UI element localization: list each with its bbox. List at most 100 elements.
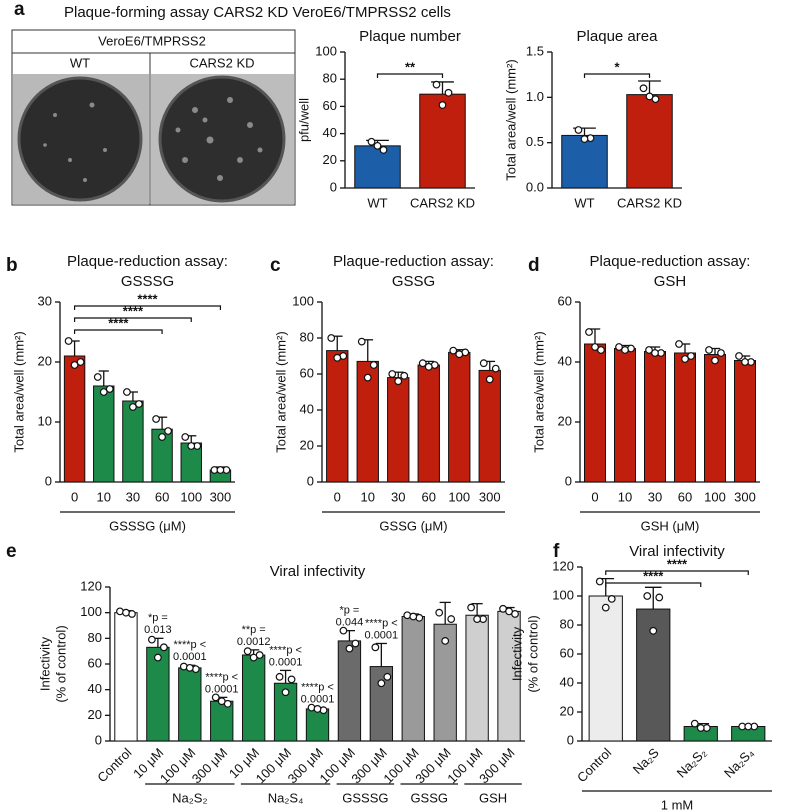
data-point bbox=[597, 346, 605, 354]
significance-bracket bbox=[583, 73, 651, 78]
data-point bbox=[105, 385, 114, 393]
data-point bbox=[601, 603, 610, 612]
chart-subtitle: GSH bbox=[654, 273, 687, 290]
data-point bbox=[373, 141, 382, 150]
data-point bbox=[249, 653, 258, 662]
annotation: 0.0001 bbox=[269, 656, 303, 668]
x-axis-label: 1 mM bbox=[661, 797, 694, 812]
data-point bbox=[479, 359, 488, 368]
group-label: Na₂S₄ bbox=[268, 790, 304, 805]
data-point bbox=[216, 466, 225, 474]
bar bbox=[122, 400, 144, 483]
y-tick-label: 20 bbox=[560, 703, 574, 718]
data-point bbox=[696, 724, 705, 732]
y-tick-label: 0 bbox=[567, 732, 574, 747]
data-point bbox=[181, 433, 190, 441]
data-point bbox=[409, 612, 418, 621]
y-tick-label: 20 bbox=[323, 152, 337, 167]
y-tick-label: 30 bbox=[38, 293, 52, 308]
y-tick-label: 60 bbox=[88, 655, 102, 670]
x-tick-label: CARS2 KD bbox=[617, 195, 682, 210]
chart-title: Viral infectivity bbox=[629, 543, 725, 560]
bar bbox=[114, 612, 138, 742]
data-point bbox=[122, 608, 130, 617]
bar bbox=[178, 667, 202, 742]
y-tick-label: 20 bbox=[300, 437, 314, 452]
annotation: **p = bbox=[242, 624, 266, 636]
x-tick-label: Na₂S bbox=[630, 745, 662, 777]
data-point bbox=[449, 346, 458, 355]
annotation: *p = bbox=[339, 605, 359, 617]
y-tick-label: 120 bbox=[552, 558, 574, 573]
significance-label: **** bbox=[108, 315, 129, 330]
group-label: GSH bbox=[479, 790, 507, 805]
bar bbox=[419, 93, 466, 189]
data-point bbox=[649, 626, 658, 635]
x-tick-label: 60 bbox=[678, 489, 692, 504]
x-tick-label: 300 bbox=[479, 489, 501, 504]
data-point bbox=[99, 388, 108, 396]
y-tick-label: 40 bbox=[323, 125, 337, 140]
data-point bbox=[281, 688, 290, 697]
y-axis-label: Total area/well (mm²) bbox=[11, 331, 26, 452]
y-tick-label: 40 bbox=[560, 674, 574, 689]
panel-letter: b bbox=[6, 255, 18, 276]
plate bbox=[17, 76, 143, 202]
data-point bbox=[491, 364, 500, 373]
data-point bbox=[574, 126, 583, 134]
bar bbox=[636, 608, 671, 742]
chart-title: Plaque-reduction assay: bbox=[333, 253, 494, 270]
x-tick-label: 30 bbox=[648, 489, 662, 504]
bar bbox=[93, 385, 115, 483]
data-point bbox=[621, 346, 629, 354]
y-tick-label: 80 bbox=[88, 630, 102, 645]
data-point bbox=[485, 375, 494, 384]
y-tick-label: 80 bbox=[323, 71, 337, 86]
data-point bbox=[185, 663, 194, 672]
data-point bbox=[123, 388, 131, 396]
y-tick-label: 100 bbox=[292, 293, 314, 308]
data-point bbox=[591, 343, 599, 351]
data-point bbox=[595, 577, 604, 586]
data-point bbox=[135, 400, 143, 408]
x-tick-label: 300 bbox=[734, 489, 756, 504]
data-point bbox=[70, 361, 79, 369]
x-tick-label: 300 μM bbox=[189, 745, 230, 786]
photo-label: CARS2 KD bbox=[189, 55, 254, 70]
y-tick-label: 100 bbox=[552, 587, 574, 602]
data-point bbox=[645, 92, 654, 101]
chart-title: Plaque number bbox=[359, 28, 461, 45]
y-tick-label: 1.5 bbox=[526, 43, 544, 58]
x-tick-label: 10 bbox=[97, 489, 111, 504]
data-point bbox=[473, 615, 482, 623]
data-point bbox=[158, 433, 166, 441]
data-point bbox=[418, 359, 427, 368]
photo-header: VeroE6/TMPRSS2 bbox=[98, 33, 206, 48]
significance-bracket bbox=[73, 305, 222, 310]
y-tick-label: 60 bbox=[300, 365, 314, 380]
data-point bbox=[744, 722, 753, 731]
data-point bbox=[357, 337, 366, 346]
chart-title: Plaque-reduction assay: bbox=[590, 253, 751, 270]
x-tick-label: 300 bbox=[210, 489, 232, 504]
bar bbox=[478, 369, 501, 483]
data-point bbox=[275, 672, 284, 681]
data-point bbox=[217, 697, 226, 706]
x-tick-label: 100 bbox=[704, 489, 726, 504]
data-point bbox=[651, 349, 659, 357]
y-tick-label: 80 bbox=[300, 329, 314, 344]
significance-label: **** bbox=[137, 291, 158, 306]
y-tick-label: 0 bbox=[565, 473, 572, 488]
data-point bbox=[705, 346, 713, 354]
bar bbox=[626, 94, 673, 189]
group-label: Na₂S₂ bbox=[172, 790, 207, 805]
data-point bbox=[164, 427, 172, 435]
significance-label: **** bbox=[123, 303, 144, 318]
x-tick-label: 10 bbox=[618, 489, 632, 504]
data-point bbox=[388, 370, 397, 378]
bar bbox=[387, 377, 410, 483]
bar bbox=[465, 614, 489, 742]
data-point bbox=[369, 361, 378, 369]
data-point bbox=[351, 639, 360, 648]
chart-subtitle: GSSG bbox=[392, 273, 435, 290]
